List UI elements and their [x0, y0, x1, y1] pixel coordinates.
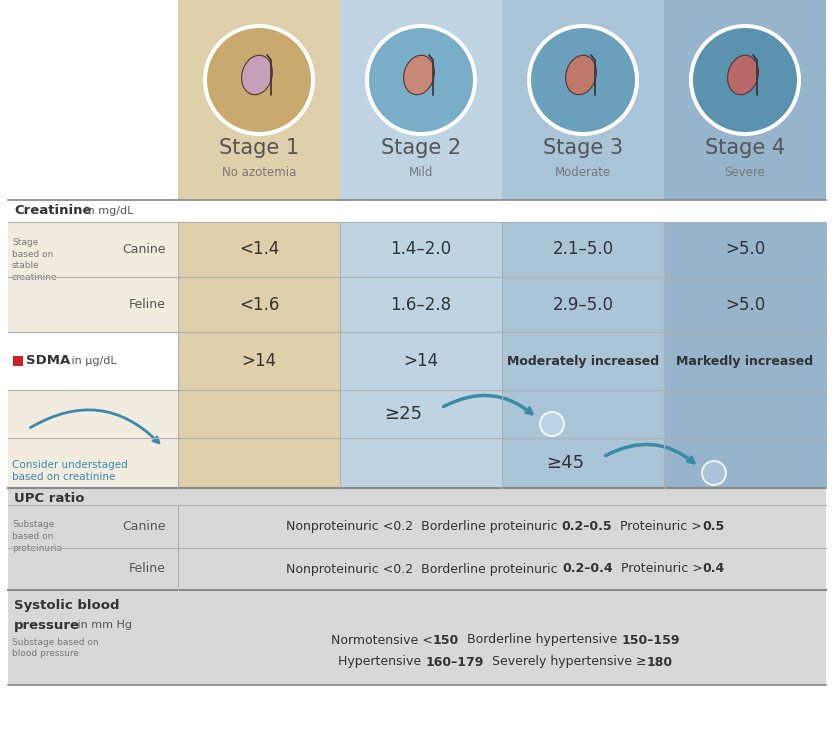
Text: 1.4–2.0: 1.4–2.0	[391, 240, 452, 259]
Text: ≥45: ≥45	[546, 454, 584, 472]
Ellipse shape	[403, 56, 434, 95]
Circle shape	[369, 28, 473, 132]
Circle shape	[693, 28, 797, 132]
Text: Stage 4: Stage 4	[705, 138, 785, 158]
FancyBboxPatch shape	[502, 222, 664, 390]
FancyBboxPatch shape	[178, 0, 340, 200]
Ellipse shape	[565, 56, 596, 95]
FancyBboxPatch shape	[664, 390, 826, 488]
Text: Proteinuric >: Proteinuric >	[613, 520, 702, 533]
Circle shape	[527, 24, 639, 136]
Text: Normotensive <: Normotensive <	[331, 634, 433, 646]
Text: <1.4: <1.4	[239, 240, 279, 259]
Text: ≥25: ≥25	[384, 405, 422, 423]
Ellipse shape	[727, 56, 758, 95]
Text: 0.4: 0.4	[702, 562, 725, 575]
Circle shape	[203, 24, 315, 136]
Text: Canine: Canine	[123, 520, 166, 533]
Text: Moderately increased: Moderately increased	[507, 355, 659, 368]
FancyBboxPatch shape	[664, 222, 826, 390]
Text: >14: >14	[403, 352, 438, 370]
Text: Systolic blood: Systolic blood	[14, 599, 119, 613]
Text: 0.2–0.4: 0.2–0.4	[562, 562, 613, 575]
Text: Nonproteinuric <0.2  Borderline proteinuric: Nonproteinuric <0.2 Borderline proteinur…	[286, 520, 562, 533]
Text: No azotemia: No azotemia	[222, 165, 296, 178]
Circle shape	[540, 412, 564, 436]
Text: Canine: Canine	[123, 243, 166, 256]
Text: 0.2–0.5: 0.2–0.5	[562, 520, 613, 533]
Text: in μg/dL: in μg/dL	[68, 356, 117, 366]
Text: Mild: Mild	[409, 165, 433, 178]
FancyBboxPatch shape	[8, 200, 826, 222]
Text: Substage
based on
proteinuria: Substage based on proteinuria	[12, 520, 62, 553]
Text: Severe: Severe	[725, 165, 766, 178]
Text: >14: >14	[241, 352, 276, 370]
Text: Borderline hypertensive: Borderline hypertensive	[459, 634, 621, 646]
Circle shape	[365, 24, 477, 136]
Text: Hypertensive: Hypertensive	[338, 656, 426, 669]
FancyBboxPatch shape	[502, 0, 664, 200]
Text: SDMA: SDMA	[26, 355, 70, 368]
Circle shape	[689, 24, 801, 136]
Text: Stage 1: Stage 1	[219, 138, 299, 158]
FancyBboxPatch shape	[8, 488, 826, 590]
Text: Stage 2: Stage 2	[381, 138, 461, 158]
Text: Feline: Feline	[129, 298, 166, 311]
Circle shape	[702, 461, 726, 485]
Text: 180: 180	[646, 656, 672, 669]
FancyBboxPatch shape	[502, 390, 664, 488]
FancyBboxPatch shape	[178, 390, 340, 488]
Text: Feline: Feline	[129, 562, 166, 575]
FancyBboxPatch shape	[340, 0, 502, 200]
FancyBboxPatch shape	[8, 590, 826, 685]
Circle shape	[207, 28, 311, 132]
Text: Moderate: Moderate	[555, 165, 611, 178]
Text: 0.5: 0.5	[702, 520, 725, 533]
Text: Stage
based on
stable
creatinine: Stage based on stable creatinine	[12, 238, 58, 282]
Text: >5.0: >5.0	[725, 295, 765, 314]
Ellipse shape	[241, 56, 272, 95]
Text: >5.0: >5.0	[725, 240, 765, 259]
Text: pressure: pressure	[14, 618, 80, 632]
Text: Creatinine: Creatinine	[14, 205, 92, 218]
Text: UPC ratio: UPC ratio	[14, 492, 84, 505]
Text: in mg/dL: in mg/dL	[81, 206, 134, 216]
FancyBboxPatch shape	[8, 332, 178, 390]
Text: Stage 3: Stage 3	[543, 138, 623, 158]
Text: 150–159: 150–159	[621, 634, 680, 646]
FancyBboxPatch shape	[340, 222, 502, 390]
Text: <1.6: <1.6	[239, 295, 279, 314]
Text: Consider understaged
based on creatinine: Consider understaged based on creatinine	[12, 460, 128, 482]
Circle shape	[531, 28, 635, 132]
Text: 2.1–5.0: 2.1–5.0	[553, 240, 614, 259]
Text: 2.9–5.0: 2.9–5.0	[553, 295, 614, 314]
FancyBboxPatch shape	[8, 222, 178, 390]
Text: 1.6–2.8: 1.6–2.8	[391, 295, 452, 314]
Text: Proteinuric >: Proteinuric >	[613, 562, 702, 575]
Text: Nonproteinuric <0.2  Borderline proteinuric: Nonproteinuric <0.2 Borderline proteinur…	[286, 562, 562, 575]
FancyBboxPatch shape	[178, 222, 340, 390]
FancyBboxPatch shape	[340, 390, 502, 488]
Text: Severely hypertensive ≥: Severely hypertensive ≥	[483, 656, 646, 669]
FancyBboxPatch shape	[8, 390, 178, 488]
Text: Substage based on
blood pressure: Substage based on blood pressure	[12, 637, 99, 659]
Text: 160–179: 160–179	[426, 656, 483, 669]
FancyBboxPatch shape	[13, 356, 23, 366]
Text: in mm Hg: in mm Hg	[74, 620, 132, 630]
Text: 150: 150	[433, 634, 459, 646]
Text: Markedly increased: Markedly increased	[676, 355, 813, 368]
FancyBboxPatch shape	[664, 0, 826, 200]
